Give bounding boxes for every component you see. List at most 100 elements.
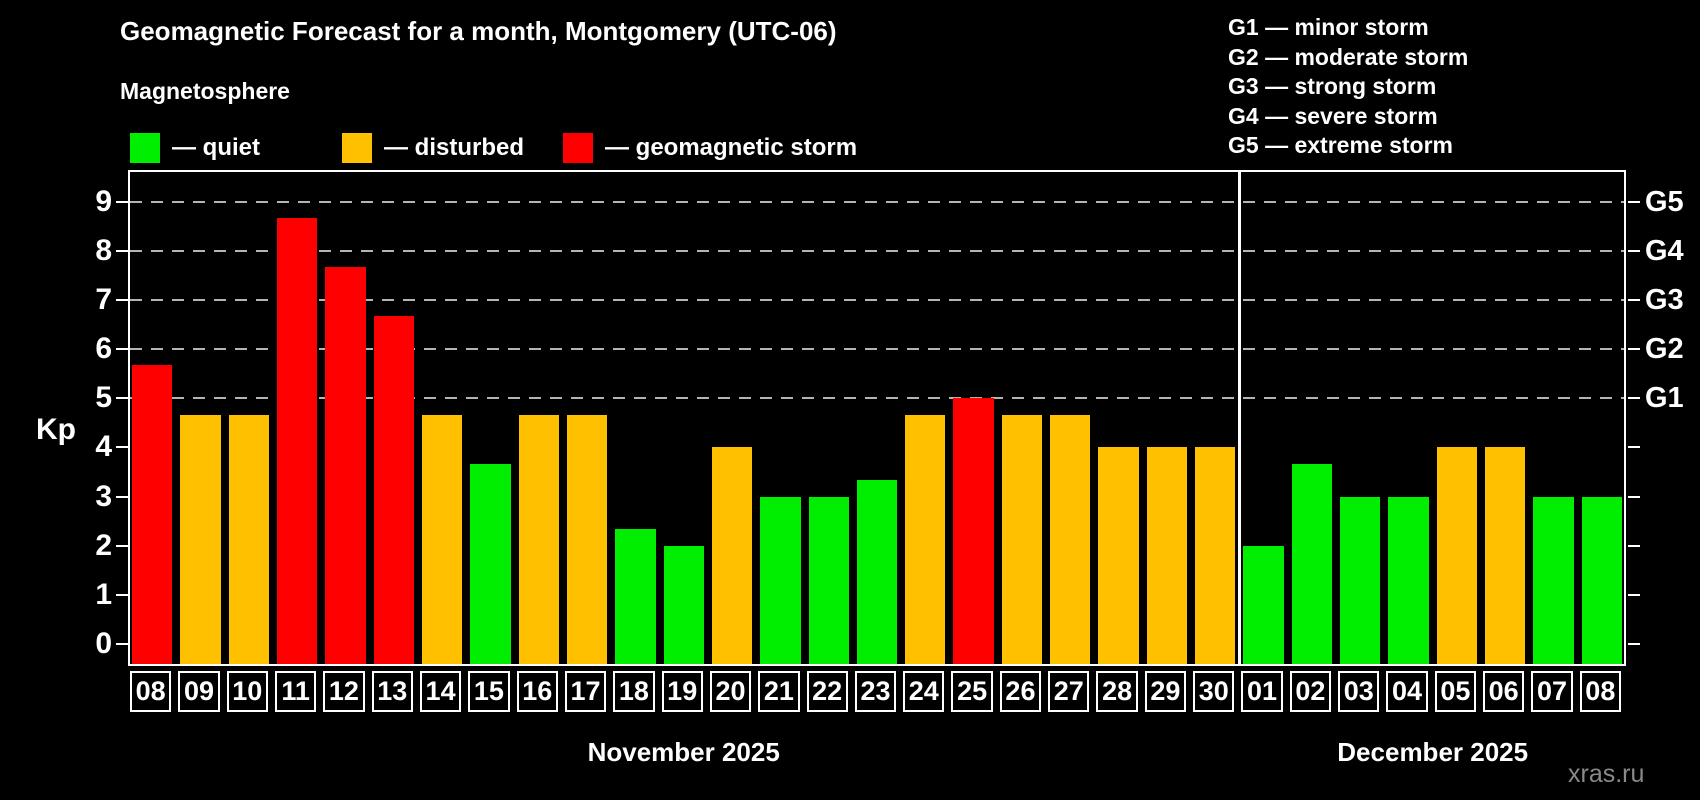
storm-scale-item-1: G1 — minor storm: [1228, 14, 1429, 40]
y-tick-label-5: 5: [95, 381, 112, 415]
day-label: 09: [178, 671, 220, 712]
kp-bar: [518, 414, 559, 664]
day-label: 14: [419, 671, 462, 712]
y-tick-left-2: [116, 544, 128, 547]
right-axis-label-G5: G5: [1645, 185, 1684, 218]
legend-label-quiet: — quiet: [172, 134, 260, 161]
day-label: 28: [1096, 671, 1138, 712]
month-label-november: November 2025: [587, 737, 780, 767]
day-label: 11: [274, 671, 317, 712]
kp-bar: [808, 496, 849, 664]
day-label: 13: [371, 671, 413, 712]
day-label: 10: [226, 671, 268, 712]
gridline-kp8: [130, 250, 1624, 253]
day-label: 24: [903, 671, 945, 712]
magnetosphere-label: Magnetosphere: [120, 78, 290, 104]
kp-bar: [1340, 496, 1381, 664]
y-tick-left-8: [116, 250, 128, 253]
y-tick-right-2: [1628, 544, 1640, 547]
plot-area: [128, 170, 1626, 666]
y-tick-label-3: 3: [95, 479, 112, 513]
legend-label-disturbed: — disturbed: [384, 134, 525, 161]
y-tick-left-4: [116, 446, 128, 449]
storm-scale-item-3: G3 — strong storm: [1228, 73, 1437, 99]
right-axis-label-G3: G3: [1645, 284, 1684, 317]
day-label: 04: [1386, 671, 1428, 712]
y-tick-right-6: [1628, 348, 1640, 351]
day-label: 15: [468, 671, 510, 712]
y-tick-left-0: [116, 642, 128, 645]
y-tick-label-6: 6: [95, 332, 112, 366]
kp-bar: [1146, 447, 1188, 664]
month-label-december: December 2025: [1337, 737, 1529, 767]
kp-bar: [470, 463, 511, 664]
day-label: 16: [516, 671, 558, 712]
kp-bar: [325, 267, 366, 664]
day-label: 12: [323, 671, 365, 712]
y-tick-right-8: [1628, 250, 1640, 253]
kp-bar: [180, 414, 221, 664]
gridline-kp6: [130, 348, 1624, 351]
legend-item-disturbed: — disturbed: [342, 132, 524, 164]
day-label: 06: [1483, 671, 1525, 712]
storm-scale-item-5: G5 — extreme storm: [1228, 132, 1453, 158]
day-label: 17: [564, 671, 607, 712]
kp-bar: [1243, 545, 1284, 664]
gridline-kp9: [130, 200, 1624, 203]
kp-bar: [760, 496, 801, 664]
y-tick-label-7: 7: [95, 283, 112, 317]
day-label: 25: [951, 671, 993, 712]
y-tick-right-0: [1628, 642, 1640, 645]
y-tick-label-8: 8: [95, 234, 112, 268]
y-tick-left-5: [116, 397, 128, 400]
y-tick-label-1: 1: [95, 577, 112, 611]
y-tick-label-2: 2: [95, 528, 112, 562]
day-label: 18: [613, 671, 655, 712]
day-label: 23: [854, 671, 897, 712]
kp-bar: [1436, 447, 1478, 664]
kp-bar: [953, 398, 994, 664]
right-axis-label-G4: G4: [1645, 235, 1684, 268]
day-label: 30: [1193, 671, 1235, 712]
kp-bar: [1098, 447, 1139, 664]
day-label: 26: [999, 671, 1042, 712]
y-tick-right-4: [1628, 446, 1640, 449]
kp-bar: [1485, 447, 1526, 664]
storm-scale-item-4: G4 — severe storm: [1228, 102, 1438, 129]
legend-swatch-storm: [563, 133, 593, 163]
legend-item-quiet: — quiet: [130, 132, 260, 164]
day-label: 08: [1579, 671, 1621, 712]
y-tick-left-3: [116, 495, 128, 498]
kp-bar: [1050, 414, 1091, 664]
kp-bar: [663, 545, 704, 664]
kp-bar: [1533, 496, 1574, 664]
kp-bar: [1291, 463, 1333, 664]
y-tick-right-1: [1628, 593, 1640, 596]
kp-bar: [228, 414, 269, 664]
y-tick-right-9: [1628, 200, 1640, 203]
day-label: 20: [709, 671, 752, 712]
right-axis-label-G1: G1: [1645, 382, 1684, 415]
gridline-kp5: [130, 397, 1624, 400]
y-tick-left-6: [116, 348, 128, 351]
y-tick-label-4: 4: [95, 430, 112, 464]
day-label: 29: [1144, 671, 1187, 712]
kp-bar: [566, 414, 608, 664]
day-label: 27: [1048, 671, 1090, 712]
y-tick-label-9: 9: [95, 184, 112, 218]
watermark: xras.ru: [1568, 760, 1645, 788]
day-label: 08: [130, 671, 172, 712]
gridline-kp7: [130, 299, 1624, 302]
day-label: 02: [1289, 671, 1332, 712]
y-tick-right-3: [1628, 495, 1640, 498]
storm-scale-legend: G1 — minor storm G2 — moderate storm G3 — …: [1228, 13, 1468, 161]
day-label: 05: [1434, 671, 1477, 712]
y-tick-left-7: [116, 299, 128, 302]
kp-bar: [711, 447, 753, 664]
kp-bar: [373, 316, 414, 664]
kp-bar: [905, 414, 946, 664]
y-tick-left-1: [116, 593, 128, 596]
right-axis-label-G2: G2: [1645, 333, 1684, 366]
kp-bar: [1581, 496, 1622, 664]
